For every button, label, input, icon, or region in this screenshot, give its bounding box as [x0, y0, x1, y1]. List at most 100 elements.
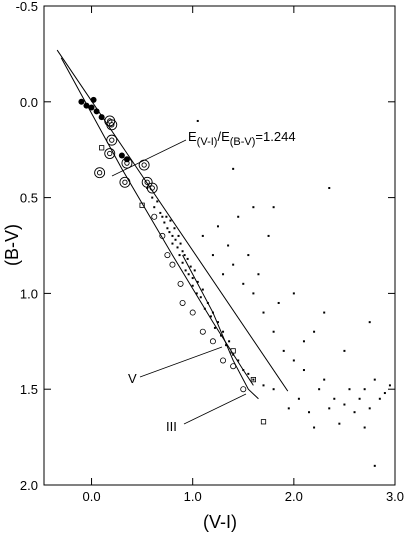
plot-frame [43, 5, 396, 486]
curve [56, 49, 289, 392]
point [328, 187, 331, 190]
point [99, 145, 105, 151]
point [174, 238, 177, 241]
point [277, 301, 280, 304]
point [78, 98, 85, 105]
point [153, 206, 156, 209]
point [189, 265, 192, 268]
point [242, 282, 245, 285]
y-axis-label: (B-V) [2, 224, 22, 266]
curve [182, 254, 259, 400]
point [139, 202, 145, 208]
point [181, 250, 184, 253]
point [252, 206, 255, 209]
point [201, 234, 204, 237]
point [176, 246, 179, 249]
point-ring [141, 176, 153, 188]
point [90, 96, 97, 103]
point [323, 311, 326, 314]
point-ring [119, 176, 131, 188]
point [123, 156, 130, 163]
point-ring [106, 119, 118, 131]
point [169, 261, 176, 268]
point [373, 464, 376, 467]
point [297, 397, 300, 400]
point [383, 392, 386, 395]
y-tick-label: 2.0 [20, 478, 38, 493]
point [179, 299, 186, 306]
point [88, 104, 95, 111]
point [358, 397, 361, 400]
point [368, 407, 371, 410]
point [196, 280, 199, 283]
point [83, 102, 90, 109]
point [196, 119, 199, 122]
point-ring [106, 134, 118, 146]
point [313, 426, 316, 429]
annotation: V [128, 371, 137, 386]
point [282, 349, 285, 352]
point [267, 234, 270, 237]
point [187, 273, 190, 276]
point [353, 411, 356, 414]
point-ring [121, 157, 133, 169]
point [189, 309, 196, 316]
point [178, 254, 181, 257]
annotation-part: E [188, 129, 197, 144]
point [183, 254, 186, 257]
point [203, 307, 206, 310]
point [343, 349, 346, 352]
x-tick-label: 3.0 [386, 489, 404, 504]
point [262, 384, 265, 387]
x-axis-label: (V-I) [203, 512, 237, 532]
point [252, 378, 255, 381]
point [166, 227, 169, 230]
point [250, 377, 256, 383]
point [122, 179, 128, 185]
point [328, 407, 331, 410]
point [272, 206, 275, 209]
point [230, 363, 237, 370]
point [118, 152, 125, 159]
point [388, 384, 391, 387]
point [181, 261, 184, 264]
point [222, 273, 225, 276]
annotation-part: =1.244 [255, 129, 295, 144]
point [149, 185, 155, 191]
point [211, 254, 214, 257]
point [378, 397, 381, 400]
point [368, 321, 371, 324]
point [171, 234, 174, 237]
point [93, 108, 100, 115]
point [240, 386, 247, 393]
point [209, 315, 212, 318]
point [173, 227, 176, 230]
annotation-part: (B-V) [230, 136, 256, 148]
point [338, 422, 341, 425]
y-tick-label: 0.0 [20, 95, 38, 110]
x-tick-label: 1.0 [184, 489, 202, 504]
point [213, 326, 216, 329]
y-tick-label: 1.0 [20, 286, 38, 301]
point [333, 397, 336, 400]
point [141, 162, 147, 168]
point-ring [94, 167, 106, 179]
point [163, 221, 166, 224]
point [159, 232, 166, 239]
point [124, 160, 130, 166]
point [237, 359, 240, 362]
point [211, 311, 214, 314]
point [177, 234, 180, 237]
point [323, 378, 326, 381]
x-tick-label: 0.0 [83, 489, 101, 504]
leader-line [139, 346, 223, 378]
annotation-part: (V-I) [197, 136, 218, 148]
point [287, 407, 290, 410]
point [373, 378, 376, 381]
point-ring [146, 182, 158, 194]
point [292, 359, 295, 362]
point [184, 269, 187, 272]
point [179, 242, 182, 245]
point [201, 288, 204, 291]
